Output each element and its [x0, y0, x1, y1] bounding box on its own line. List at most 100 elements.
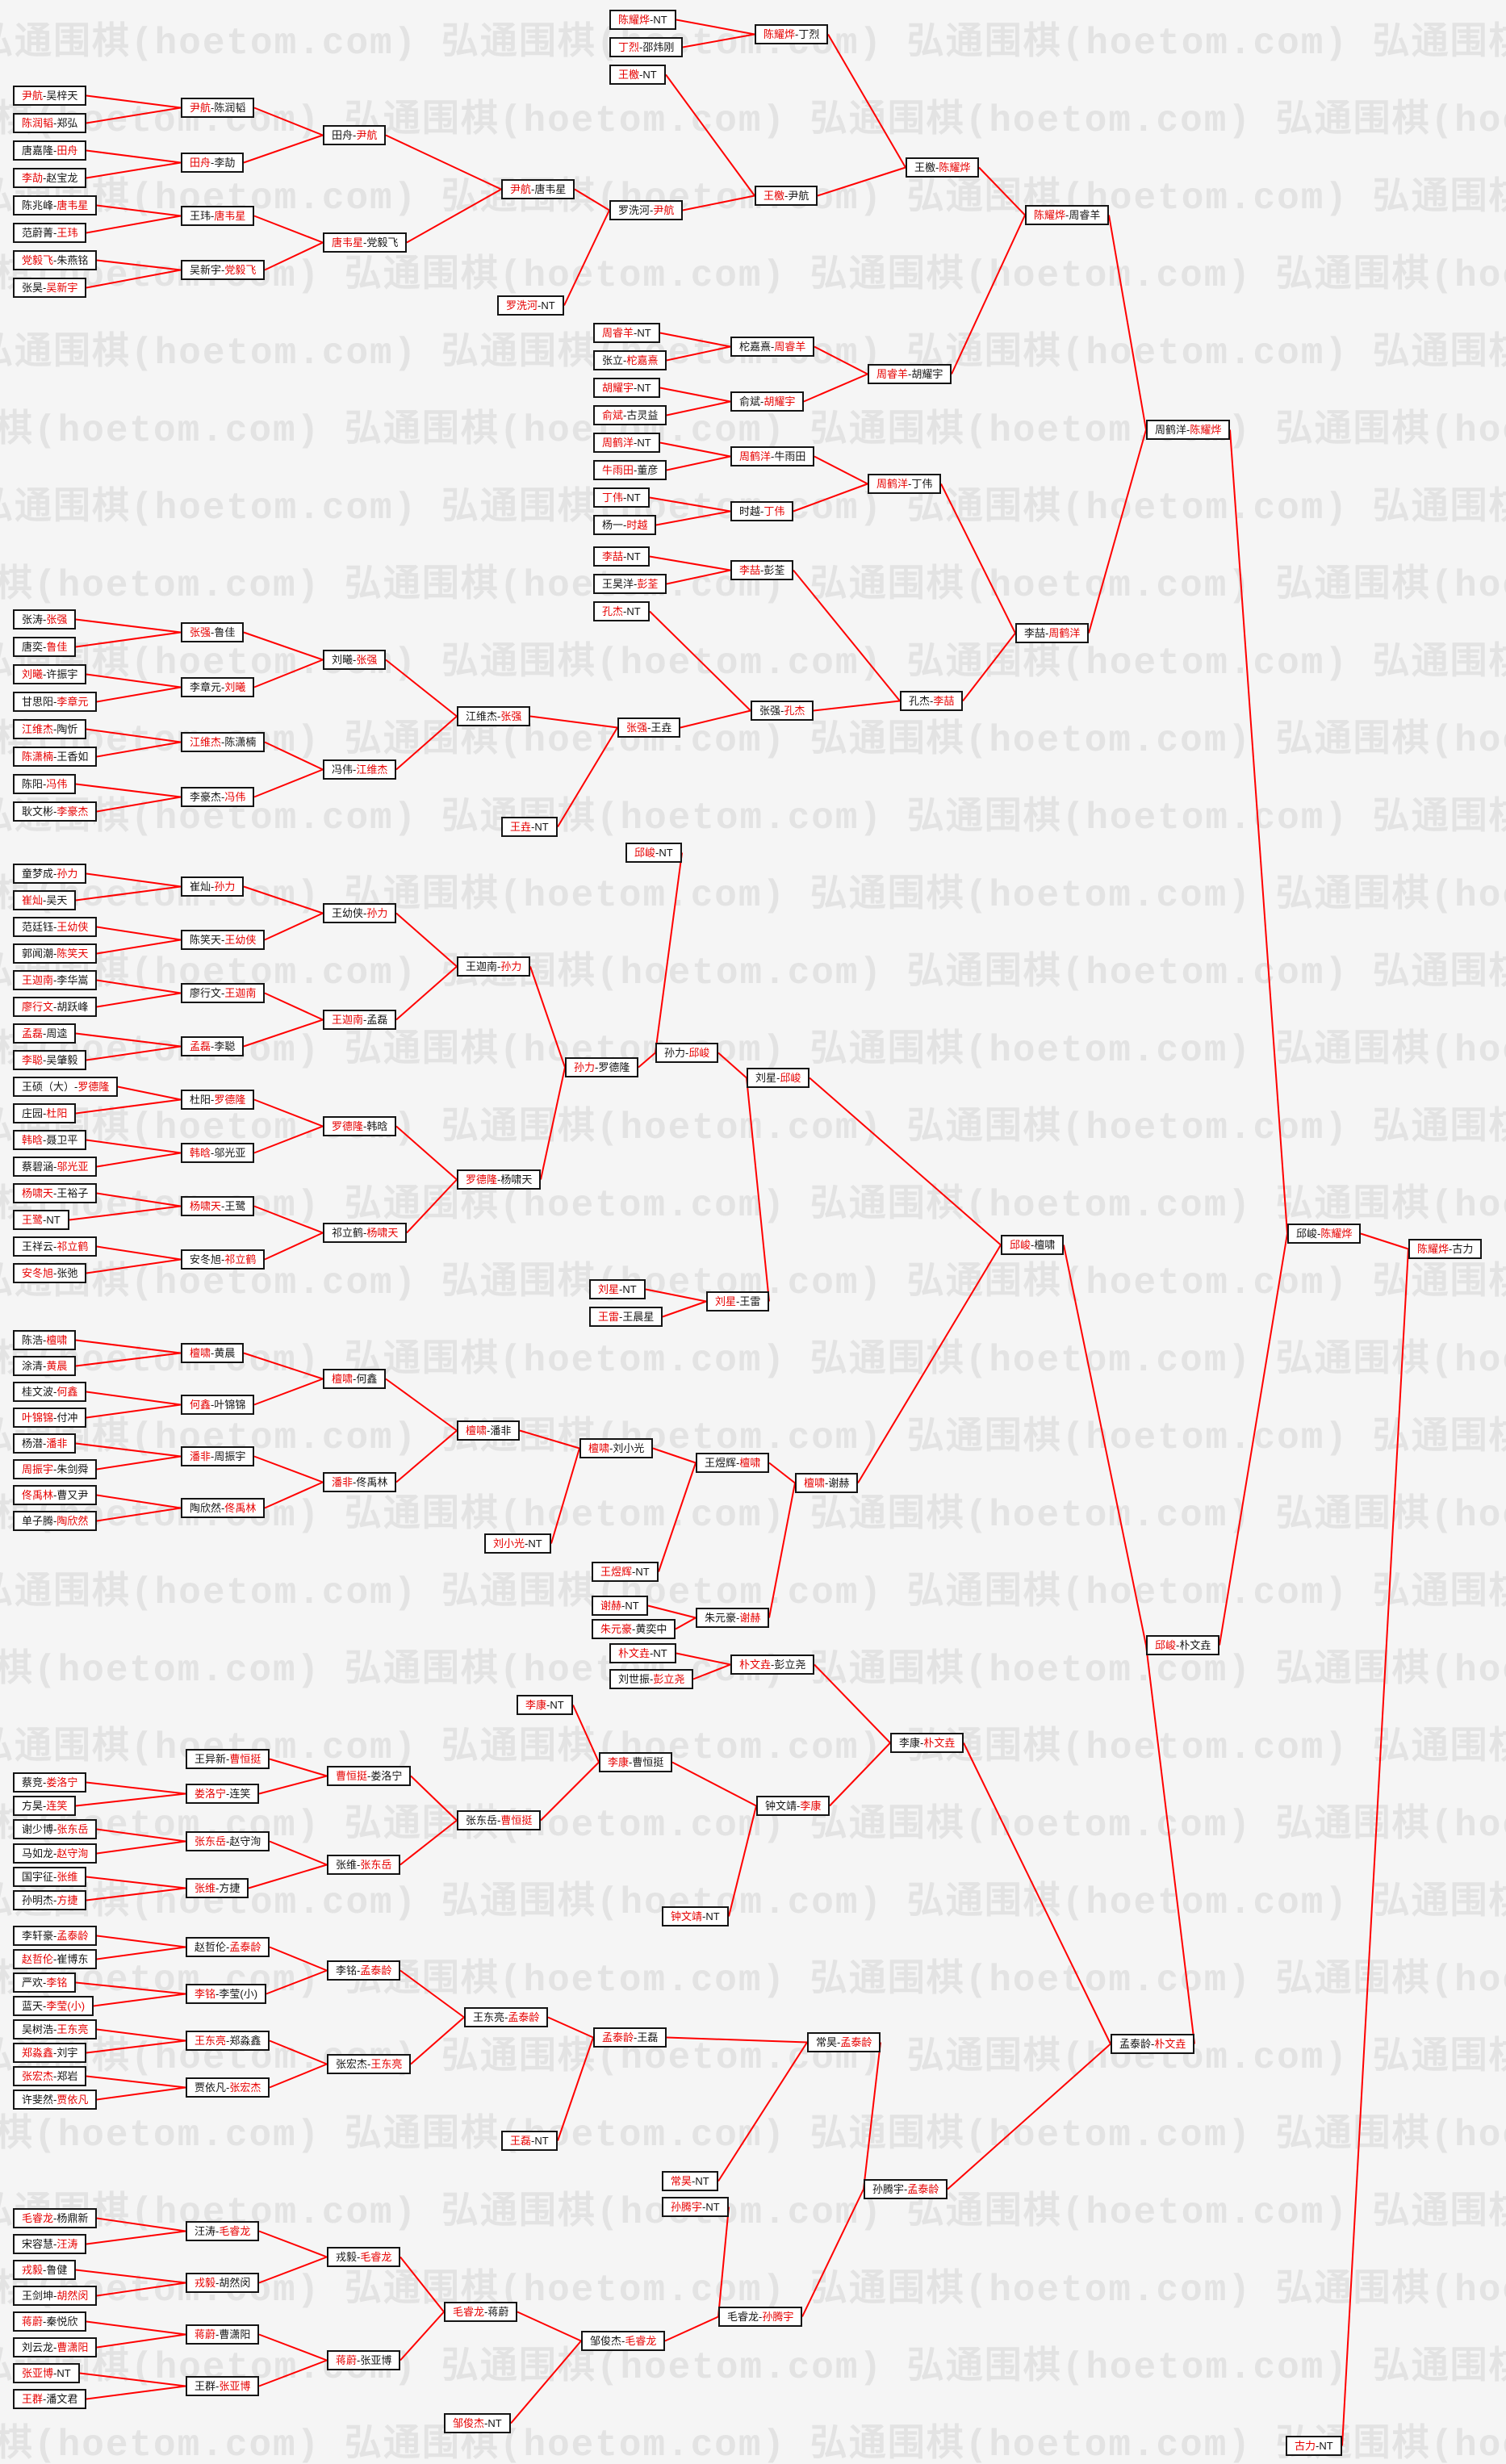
- connector-line: [96, 992, 182, 1008]
- player-b: 聂卫平: [46, 1134, 78, 1146]
- match-box: 王幼侠-孙力: [323, 903, 397, 923]
- player-a: 蔡竞: [22, 1776, 44, 1788]
- match-box: 王东亮-孟泰龄: [464, 2007, 549, 2027]
- separator: -: [53, 1953, 57, 1965]
- player-b: 黄奕中: [635, 1623, 667, 1635]
- separator: -: [43, 1214, 47, 1226]
- player-a: 王东亮: [473, 2011, 505, 2023]
- player-a: 孔杰: [909, 695, 931, 707]
- separator: -: [621, 2335, 625, 2347]
- separator: -: [367, 2058, 371, 2070]
- separator: -: [53, 199, 57, 211]
- separator: -: [53, 2341, 57, 2353]
- connector-line: [269, 2063, 328, 2089]
- connector-line: [243, 134, 324, 164]
- player-a: 崔灿: [22, 894, 44, 906]
- player-b: NT: [653, 1647, 667, 1659]
- match-box: 王檄-尹航: [755, 186, 818, 206]
- player-b: 冯伟: [224, 791, 246, 803]
- connector-line: [258, 2333, 328, 2362]
- player-b: 鲁佳: [214, 626, 236, 638]
- connector-line: [86, 161, 182, 179]
- separator: -: [53, 1412, 57, 1424]
- match-box: 安冬旭-祁立鹤: [181, 1249, 266, 1270]
- player-a: 郭闻潮: [22, 948, 54, 960]
- connector-line: [75, 1352, 182, 1367]
- connector-line: [86, 2230, 186, 2245]
- player-b: 许振宇: [46, 668, 78, 680]
- player-b: NT: [56, 2367, 71, 2379]
- player-a: 朴文垚: [618, 1647, 651, 1659]
- match-box: 陈阳-冯伟: [13, 774, 77, 794]
- connector-line: [253, 1125, 324, 1154]
- player-b: 曹恒挺: [632, 1756, 664, 1768]
- match-box: 韩晗-聂卫平: [13, 1130, 87, 1150]
- player-a: 陈耀烨: [618, 14, 651, 26]
- match-box: 潘非-周振宇: [181, 1446, 255, 1466]
- player-b: 党毅飞: [366, 236, 399, 249]
- match-box: 张宏杰-王东亮: [327, 2054, 412, 2074]
- connector-line: [665, 73, 755, 197]
- player-b: 何鑫: [356, 1373, 378, 1385]
- player-a: 孙力: [574, 1061, 596, 1073]
- connector-line: [647, 1604, 697, 1619]
- player-b: NT: [637, 327, 651, 339]
- match-box: 檀啸-黄晨: [181, 1343, 245, 1363]
- player-b: 崔博东: [56, 1953, 89, 1965]
- player-a: 朱元豪: [600, 1623, 633, 1635]
- player-b: 郑淼鑫: [229, 2035, 261, 2047]
- match-box: 张东岳-赵守洵: [186, 1831, 270, 1851]
- player-a: 刘曦: [332, 654, 353, 666]
- player-b: 付冲: [56, 1412, 78, 1424]
- match-box: 陈耀烨-古力: [1408, 1239, 1483, 1259]
- match-box: 宋容慧-汪涛: [13, 2234, 87, 2254]
- match-box: 吴新宇-党毅飞: [181, 260, 266, 280]
- separator: -: [623, 550, 627, 563]
- separator: -: [221, 1502, 225, 1514]
- player-a: 刘世振: [618, 1673, 651, 1685]
- match-box: 王檄-陈耀烨: [906, 157, 980, 178]
- separator: -: [531, 2135, 535, 2147]
- player-b: 孟磊: [366, 1014, 388, 1026]
- connector-line: [385, 1378, 458, 1432]
- separator: -: [53, 1871, 57, 1883]
- separator: -: [363, 907, 367, 919]
- player-b: 黄晨: [46, 1360, 68, 1372]
- player-a: 童梦成: [22, 868, 54, 880]
- player-b: 唐韦星: [56, 199, 89, 211]
- match-box: 时越-丁伟: [730, 501, 794, 521]
- separator: -: [211, 210, 215, 222]
- separator: -: [367, 1770, 371, 1782]
- connector-line: [264, 741, 324, 771]
- connector-line: [243, 1352, 324, 1380]
- player-a: 唐韦星: [332, 236, 364, 249]
- match-box: 孙明杰-方捷: [13, 1890, 87, 1910]
- player-a: 张亚博: [22, 2367, 54, 2379]
- player-b: NT: [1319, 2440, 1333, 2452]
- player-b: 王裕子: [56, 1187, 89, 1199]
- player-b: NT: [642, 69, 657, 81]
- connector-line: [717, 2041, 808, 2182]
- player-a: 王群: [22, 2393, 44, 2405]
- connector-line: [682, 195, 755, 211]
- connector-line: [962, 632, 1016, 702]
- connector-line: [671, 1761, 757, 1807]
- player-a: 桂文波: [22, 1386, 54, 1398]
- separator: -: [795, 28, 799, 40]
- separator: -: [53, 1894, 57, 1906]
- match-box: 李喆-周鹤洋: [1015, 623, 1090, 643]
- separator: -: [211, 157, 215, 169]
- match-box: 唐奕-鲁佳: [13, 637, 77, 657]
- player-a: 王煜辉: [705, 1457, 737, 1469]
- player-a: 周鹤洋: [739, 450, 772, 462]
- player-a: 张宏杰: [22, 2070, 54, 2082]
- player-a: 李康: [608, 1756, 630, 1768]
- connector-line: [768, 1462, 796, 1484]
- connector-line: [75, 631, 182, 648]
- match-box: 王剑坤-胡然闵: [13, 2286, 98, 2306]
- player-a: 刘星: [598, 1283, 620, 1295]
- separator: -: [43, 778, 47, 790]
- player-b: 孟泰龄: [360, 1964, 392, 1977]
- separator: -: [837, 2036, 841, 2048]
